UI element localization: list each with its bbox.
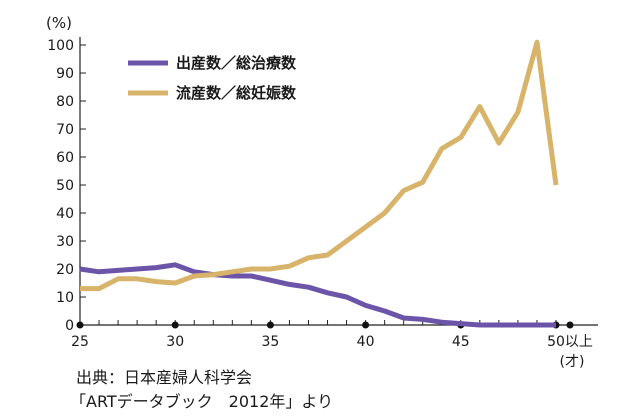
x-major-tick-dot	[171, 321, 179, 329]
x-tick-label: 25	[71, 334, 89, 350]
x-tick-label: 45	[452, 334, 470, 350]
source-line-2: 「ARTデータブック 2012年」より	[70, 392, 334, 411]
x-tick-label: 50以上	[547, 334, 593, 350]
x-major-tick-dot	[266, 321, 274, 329]
y-tick-label: 100	[47, 38, 74, 54]
x-major-tick-dot	[362, 321, 370, 329]
y-tick-label: 70	[56, 122, 74, 138]
series-lines	[79, 39, 559, 328]
x-tick-label: 35	[261, 334, 279, 350]
y-tick-label: 10	[56, 290, 74, 306]
x-tick-label: 30	[166, 334, 184, 350]
x-major-tick-dot	[76, 321, 84, 329]
series-line-2	[80, 39, 559, 292]
y-tick-label: 90	[56, 66, 74, 82]
y-tick-label: 80	[56, 94, 74, 110]
x-axis-end-dot	[566, 321, 574, 329]
legend-label: 出産数／総治療数	[176, 54, 297, 72]
y-tick-label: 30	[56, 234, 74, 250]
y-tick-label: 20	[56, 262, 74, 278]
y-unit-label: (%)	[46, 14, 72, 32]
source-line-1: 出典：日本産婦人科学会	[76, 368, 253, 387]
x-tick-label: 40	[357, 334, 375, 350]
y-tick-label: 50	[56, 178, 74, 194]
axes: 0 10 20 30 40 50 60 70 80 90 100 25 30 35 40 45 50以上 (才)	[47, 37, 598, 370]
y-tick-label: 40	[56, 206, 74, 222]
y-tick-label: 60	[56, 150, 74, 166]
legend-label: 流産数／総妊娠数	[176, 84, 297, 102]
series-line-1	[79, 262, 556, 328]
x-axis-unit-label: (才)	[560, 354, 585, 370]
y-tick-label: 0	[65, 318, 74, 334]
